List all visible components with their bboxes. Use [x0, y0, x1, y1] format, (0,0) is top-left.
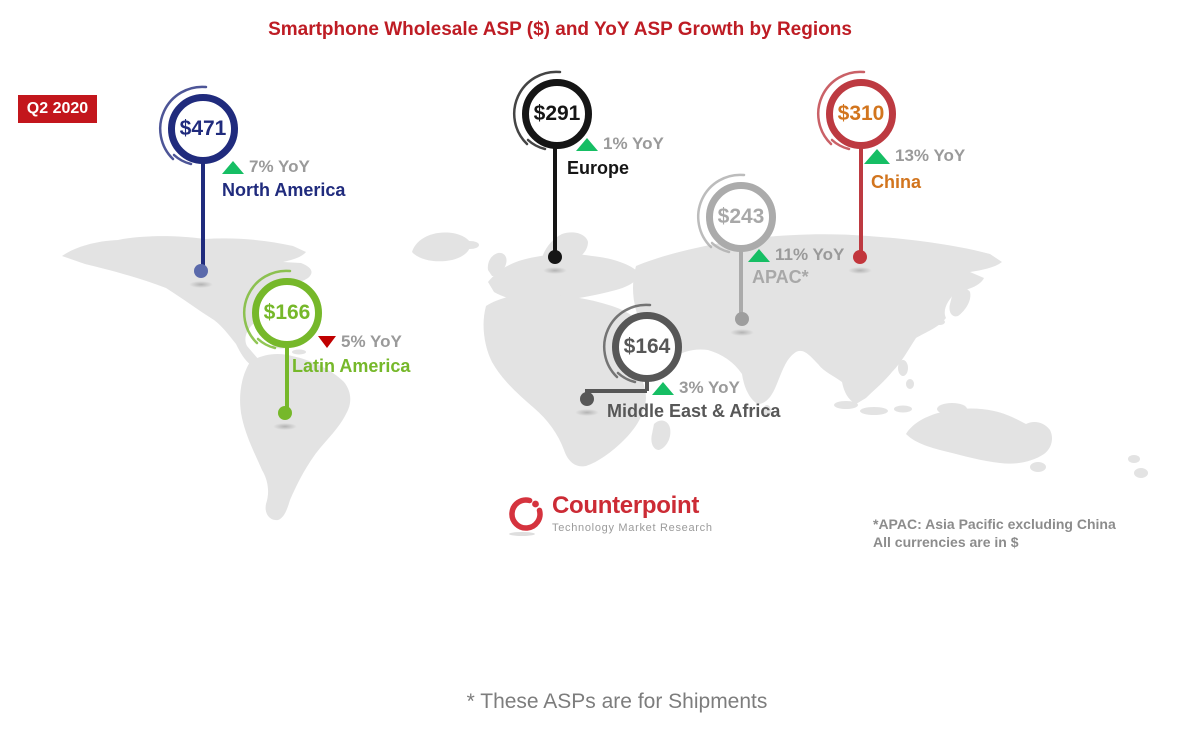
islands-indonesia	[834, 401, 858, 409]
continent-north-america	[62, 236, 312, 373]
continent-australia	[906, 408, 1052, 464]
period-badge: Q2 2020	[18, 95, 97, 123]
footnote-currency: All currencies are in $	[873, 534, 1019, 550]
logo-name: Counterpoint	[552, 492, 700, 519]
continent-south-america	[240, 354, 351, 521]
counterpoint-logo: Counterpoint Technology Market Research	[506, 492, 713, 536]
island-new-zealand-south	[1134, 468, 1148, 478]
chart-title: Smartphone Wholesale ASP ($) and YoY ASP…	[268, 19, 852, 40]
island-japan	[949, 288, 971, 317]
island-madagascar	[651, 420, 671, 450]
continent-africa	[483, 294, 649, 467]
island-iceland	[461, 241, 479, 249]
continent-europe	[488, 253, 639, 303]
footnotes: *APAC: Asia Pacific excluding China All …	[873, 515, 1116, 551]
logo-tagline: Technology Market Research	[552, 522, 713, 534]
counterpoint-logo-icon	[509, 497, 543, 536]
islands-philippines	[898, 360, 908, 376]
island-tasmania	[1030, 462, 1046, 472]
bottom-caption: * These ASPs are for Shipments	[466, 690, 768, 713]
logo-text: Counterpoint Technology Market Research	[552, 492, 713, 534]
island-greenland	[412, 232, 471, 262]
island-sri-lanka	[763, 405, 771, 417]
islands-caribbean	[272, 343, 290, 349]
island-new-zealand-north	[1128, 455, 1140, 463]
continent-asia	[633, 234, 1002, 404]
footnote-apac: *APAC: Asia Pacific excluding China	[873, 516, 1116, 532]
